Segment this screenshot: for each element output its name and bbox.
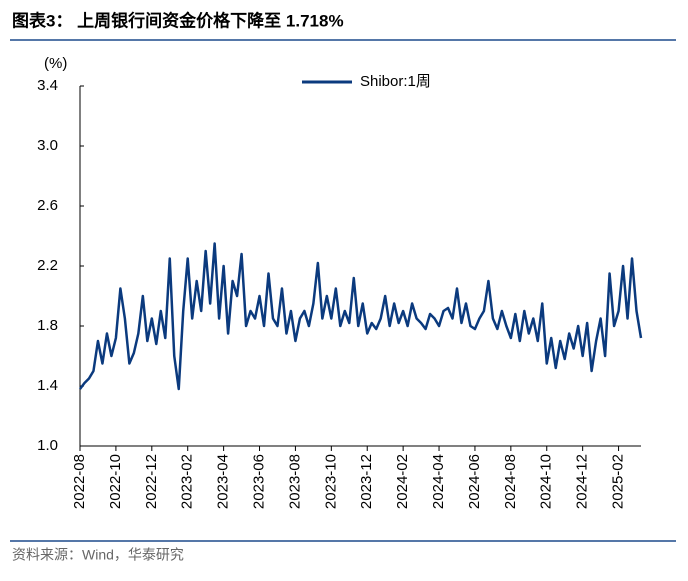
line [78,242,643,391]
y-tick-label: 3.4 [37,77,58,94]
x-tick-label: 2022-12 [143,454,160,509]
chart-title: 图表3： 上周银行间资金价格下降至 1.718% [12,10,344,30]
legend-label: Shibor:1周 [360,73,431,90]
y-tick-label: 1.8 [37,317,58,334]
x-tick-label: 2023-06 [250,454,267,509]
x-tick-label: 2023-04 [215,454,232,509]
x-tick-label: 2024-08 [502,454,519,509]
x-tick-label: 2025-02 [610,454,627,509]
x-tick-label: 2024-10 [538,454,555,509]
x-tick-label: 2024-12 [574,454,591,509]
y-unit: (%) [44,55,67,72]
y-tick-label: 1.4 [37,377,58,394]
y-tick-label: 3.0 [37,137,58,154]
x-tick-label: 2023-10 [322,454,339,509]
x-tick-label: 2024-04 [430,454,447,509]
y-tick-label: 2.2 [37,257,58,274]
y-tick-label: 1.0 [37,437,58,454]
x-tick-label: 2024-06 [466,454,483,509]
x-tick-label: 2023-02 [179,454,196,509]
x-tick-label: 2023-08 [286,454,303,509]
x-tick-label: 2022-10 [107,454,124,509]
x-tick-label: 2023-12 [358,454,375,509]
y-tick-label: 2.6 [37,197,58,214]
x-tick-label: 2024-02 [394,454,411,509]
x-tick-label: 2022-08 [71,454,88,509]
source: 资料来源：Wind，华泰研究 [12,547,184,563]
